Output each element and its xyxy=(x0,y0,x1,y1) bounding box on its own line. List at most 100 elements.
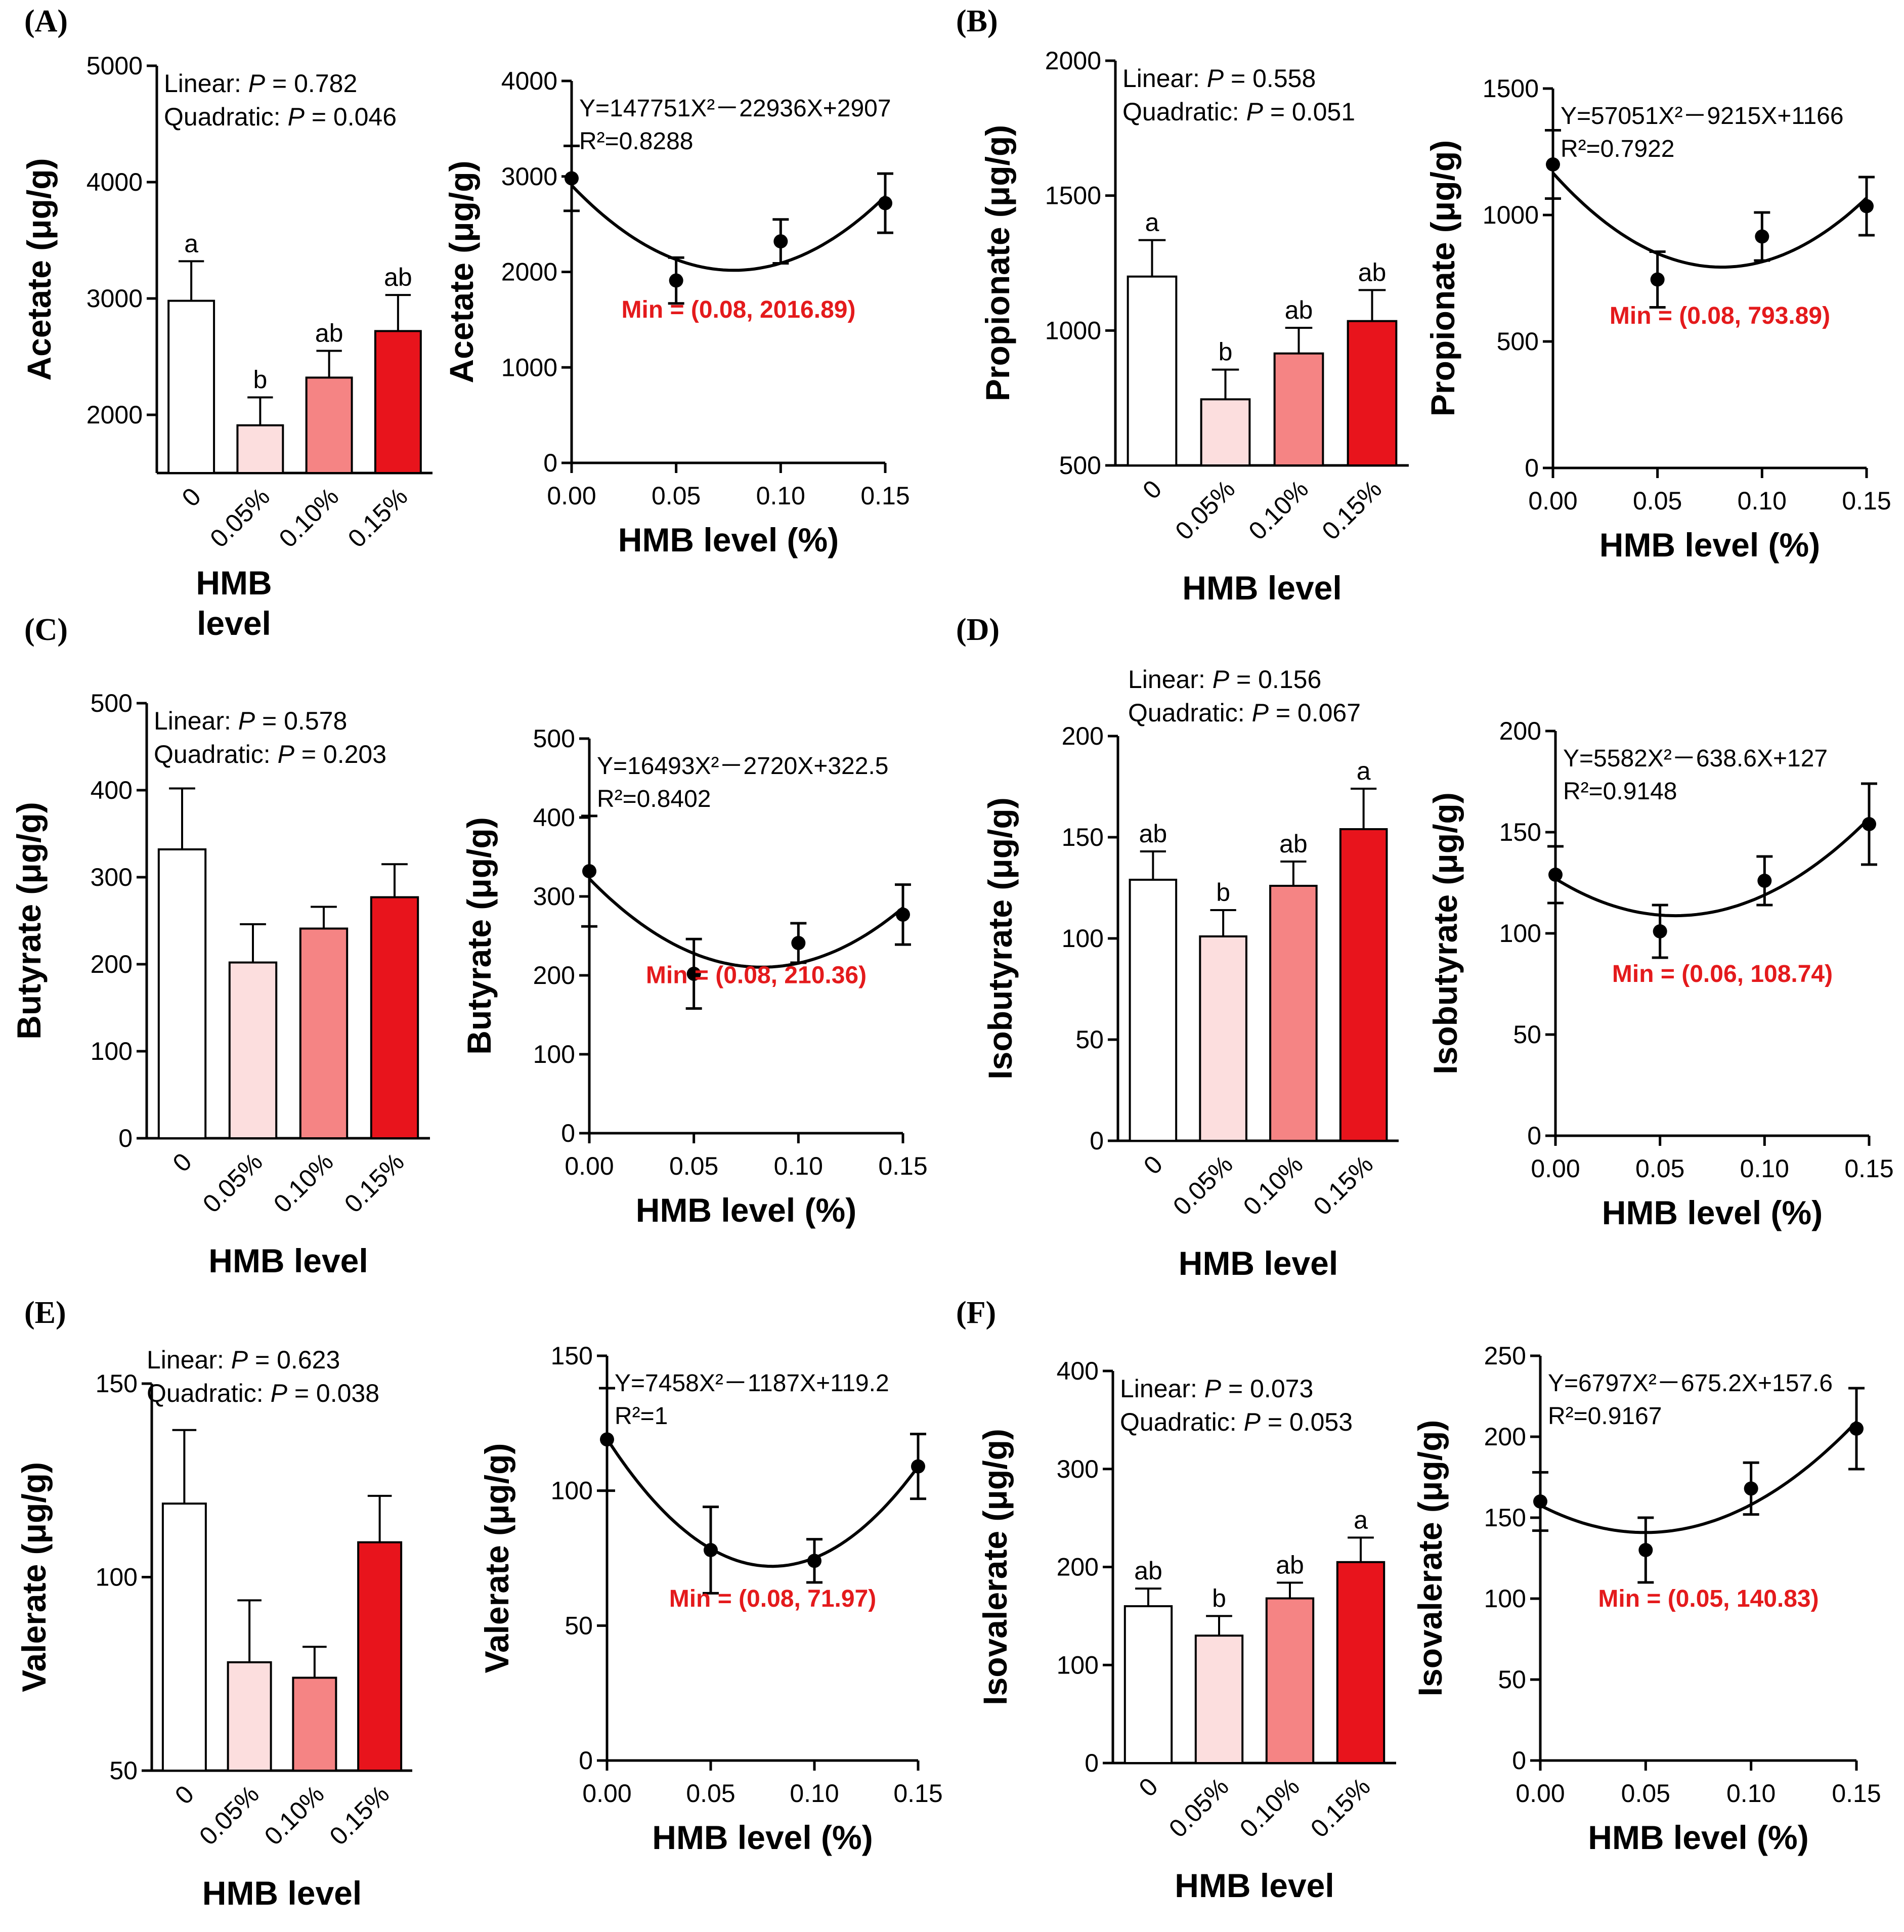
bar xyxy=(1336,1561,1386,1764)
significance-letter: a xyxy=(1354,1506,1368,1534)
significance-letter: ab xyxy=(1276,1551,1304,1579)
data-point xyxy=(878,196,892,210)
data-point xyxy=(896,907,910,922)
data-point xyxy=(1849,1422,1864,1436)
x-tick-label: 0.00 xyxy=(547,482,596,510)
y-tick-label: 200 xyxy=(1499,717,1541,745)
x-tick-label: 0.05% xyxy=(194,1780,265,1851)
x-tick-label: 0.00 xyxy=(1531,1154,1580,1183)
bar xyxy=(1269,885,1318,1142)
x-axis-title: HMB level xyxy=(1182,569,1342,607)
x-tick-label: 0.15 xyxy=(1842,487,1891,515)
x-tick-label: 0.15 xyxy=(1844,1154,1893,1183)
x-tick-label: 0.05 xyxy=(1621,1779,1670,1808)
y-tick-label: 3000 xyxy=(501,162,557,191)
data-point xyxy=(704,1543,718,1557)
data-point xyxy=(1859,199,1874,213)
y-tick-label: 100 xyxy=(1499,919,1541,948)
bar-chart: 50 100 150 00.05%0.10%0.15% Valerate (μg/g) H… xyxy=(15,1346,412,1912)
y-tick-label: 1000 xyxy=(1045,316,1101,345)
y-tick-label: 50 xyxy=(109,1756,138,1785)
x-tick-label: 0.05 xyxy=(1635,1154,1684,1183)
fit-r-squared: R²=0.8402 xyxy=(597,786,711,812)
y-tick-label: 500 xyxy=(1059,451,1101,480)
fit-equation: Y=7458X²－1187X+119.2 xyxy=(615,1370,889,1397)
fit-r-squared: R²=1 xyxy=(615,1403,668,1430)
fit-r-squared: R²=0.7922 xyxy=(1561,136,1675,162)
x-tick-label: 0.10% xyxy=(259,1780,330,1851)
linear-p-value: Linear: P = 0.073 xyxy=(1120,1375,1313,1403)
y-tick-label: 0 xyxy=(543,449,557,477)
x-tick-label: 0.10% xyxy=(1234,1772,1305,1843)
data-point xyxy=(600,1432,614,1447)
x-axis-title: HMB level (%) xyxy=(1602,1194,1823,1231)
data-point xyxy=(1744,1481,1758,1496)
quadratic-p-value: Quadratic: P = 0.203 xyxy=(154,740,386,768)
bar xyxy=(1273,352,1324,467)
fit-equation: Y=147751X²－22936X+2907 xyxy=(579,95,891,122)
y-tick-label: 400 xyxy=(533,803,575,832)
y-tick-label: 0 xyxy=(1085,1749,1099,1777)
y-tick-label: 200 xyxy=(1057,1553,1099,1581)
x-tick-label: 0.00 xyxy=(582,1779,631,1808)
bar xyxy=(357,1541,403,1772)
y-tick-label: 0 xyxy=(1527,1122,1541,1150)
data-point xyxy=(1546,157,1560,171)
bar xyxy=(1200,398,1251,466)
data-point xyxy=(1862,817,1876,831)
minimum-point: Min = (0.08, 2016.89) xyxy=(622,296,856,323)
bar xyxy=(1199,935,1247,1142)
y-axis-title: Isovalerate (μg/g) xyxy=(976,1429,1014,1705)
y-tick-label: 500 xyxy=(1497,327,1539,356)
y-tick-label: 150 xyxy=(96,1369,138,1398)
y-tick-label: 100 xyxy=(551,1477,593,1505)
x-tick-label: 0.15 xyxy=(860,482,910,510)
fit-chart: 0 100 200 300 400 500 0.00 0.05 0.10 0.15 Y=16493X… xyxy=(460,724,928,1229)
quadratic-p-value: Quadratic: P = 0.038 xyxy=(147,1379,379,1407)
bar xyxy=(299,927,349,1139)
panel-letter: (D) xyxy=(956,613,1000,647)
fit-chart: 0 500 1000 1500 0.00 0.05 0.10 0.15 Y=57051X²－92… xyxy=(1424,74,1891,564)
bar xyxy=(1127,275,1178,467)
linear-p-value: Linear: P = 0.156 xyxy=(1128,665,1321,694)
fit-chart: 0 50 100 150 200 250 0.00 0.05 0.10 0.15 Y=6797X²－… xyxy=(1411,1342,1881,1856)
significance-letter: b xyxy=(253,366,267,394)
panel-letter: (C) xyxy=(24,613,68,647)
y-axis-title: Isobutyrate (μg/g) xyxy=(1426,792,1464,1074)
x-tick-label: 0.10 xyxy=(756,482,805,510)
significance-letter: b xyxy=(1219,338,1233,366)
linear-p-value: Linear: P = 0.782 xyxy=(164,69,357,98)
x-tick-label: 0.15% xyxy=(1308,1150,1379,1221)
x-tick-label: 0.05 xyxy=(669,1152,718,1180)
x-tick-label: 0.10 xyxy=(774,1152,823,1180)
bar-chart: 500 1000 1500 2000 a 0 b 0.05% ab 0.10% ab 0.15% Pro… xyxy=(979,47,1409,607)
panel-b: (B) 500 1000 1500 2000 a 0 b 0.05% ab 0.10% ab 0.15%… xyxy=(956,4,1891,607)
y-tick-label: 300 xyxy=(91,863,133,891)
fit-curve xyxy=(588,877,904,969)
bar xyxy=(1347,320,1398,467)
x-tick-label: 0.15 xyxy=(893,1779,942,1808)
x-tick-label: 0.00 xyxy=(1516,1779,1565,1808)
x-tick-label: 0.05 xyxy=(686,1779,735,1808)
y-tick-label: 150 xyxy=(1499,818,1541,846)
x-tick-label: 0.05% xyxy=(1163,1772,1234,1843)
y-tick-label: 250 xyxy=(1484,1342,1526,1370)
y-axis-title: Isobutyrate (μg/g) xyxy=(981,797,1019,1079)
minimum-point: Min = (0.08, 71.97) xyxy=(669,1585,877,1612)
x-tick-label: 0 xyxy=(1137,475,1167,504)
y-axis-title: Acetate (μg/g) xyxy=(20,158,58,380)
y-tick-label: 1000 xyxy=(501,353,557,381)
bar xyxy=(370,896,419,1140)
x-tick-label: 0 xyxy=(1134,1772,1163,1802)
x-axis-title: HMB level (%) xyxy=(618,521,839,559)
y-axis-title: Butyrate (μg/g) xyxy=(10,802,48,1039)
significance-letter: a xyxy=(1357,757,1371,785)
significance-letter: ab xyxy=(1134,1557,1162,1585)
y-tick-label: 500 xyxy=(533,724,575,753)
fit-equation: Y=5582X²－638.6X+127 xyxy=(1563,745,1828,772)
fit-chart: 0 1000 2000 3000 4000 0.00 0.05 0.10 0.15 Y=14775… xyxy=(443,67,910,559)
panel-letter: (E) xyxy=(24,1296,66,1330)
minimum-point: Min = (0.06, 108.74) xyxy=(1612,961,1833,988)
data-point xyxy=(1653,924,1667,938)
y-axis-title: Propionate (μg/g) xyxy=(1424,140,1461,416)
